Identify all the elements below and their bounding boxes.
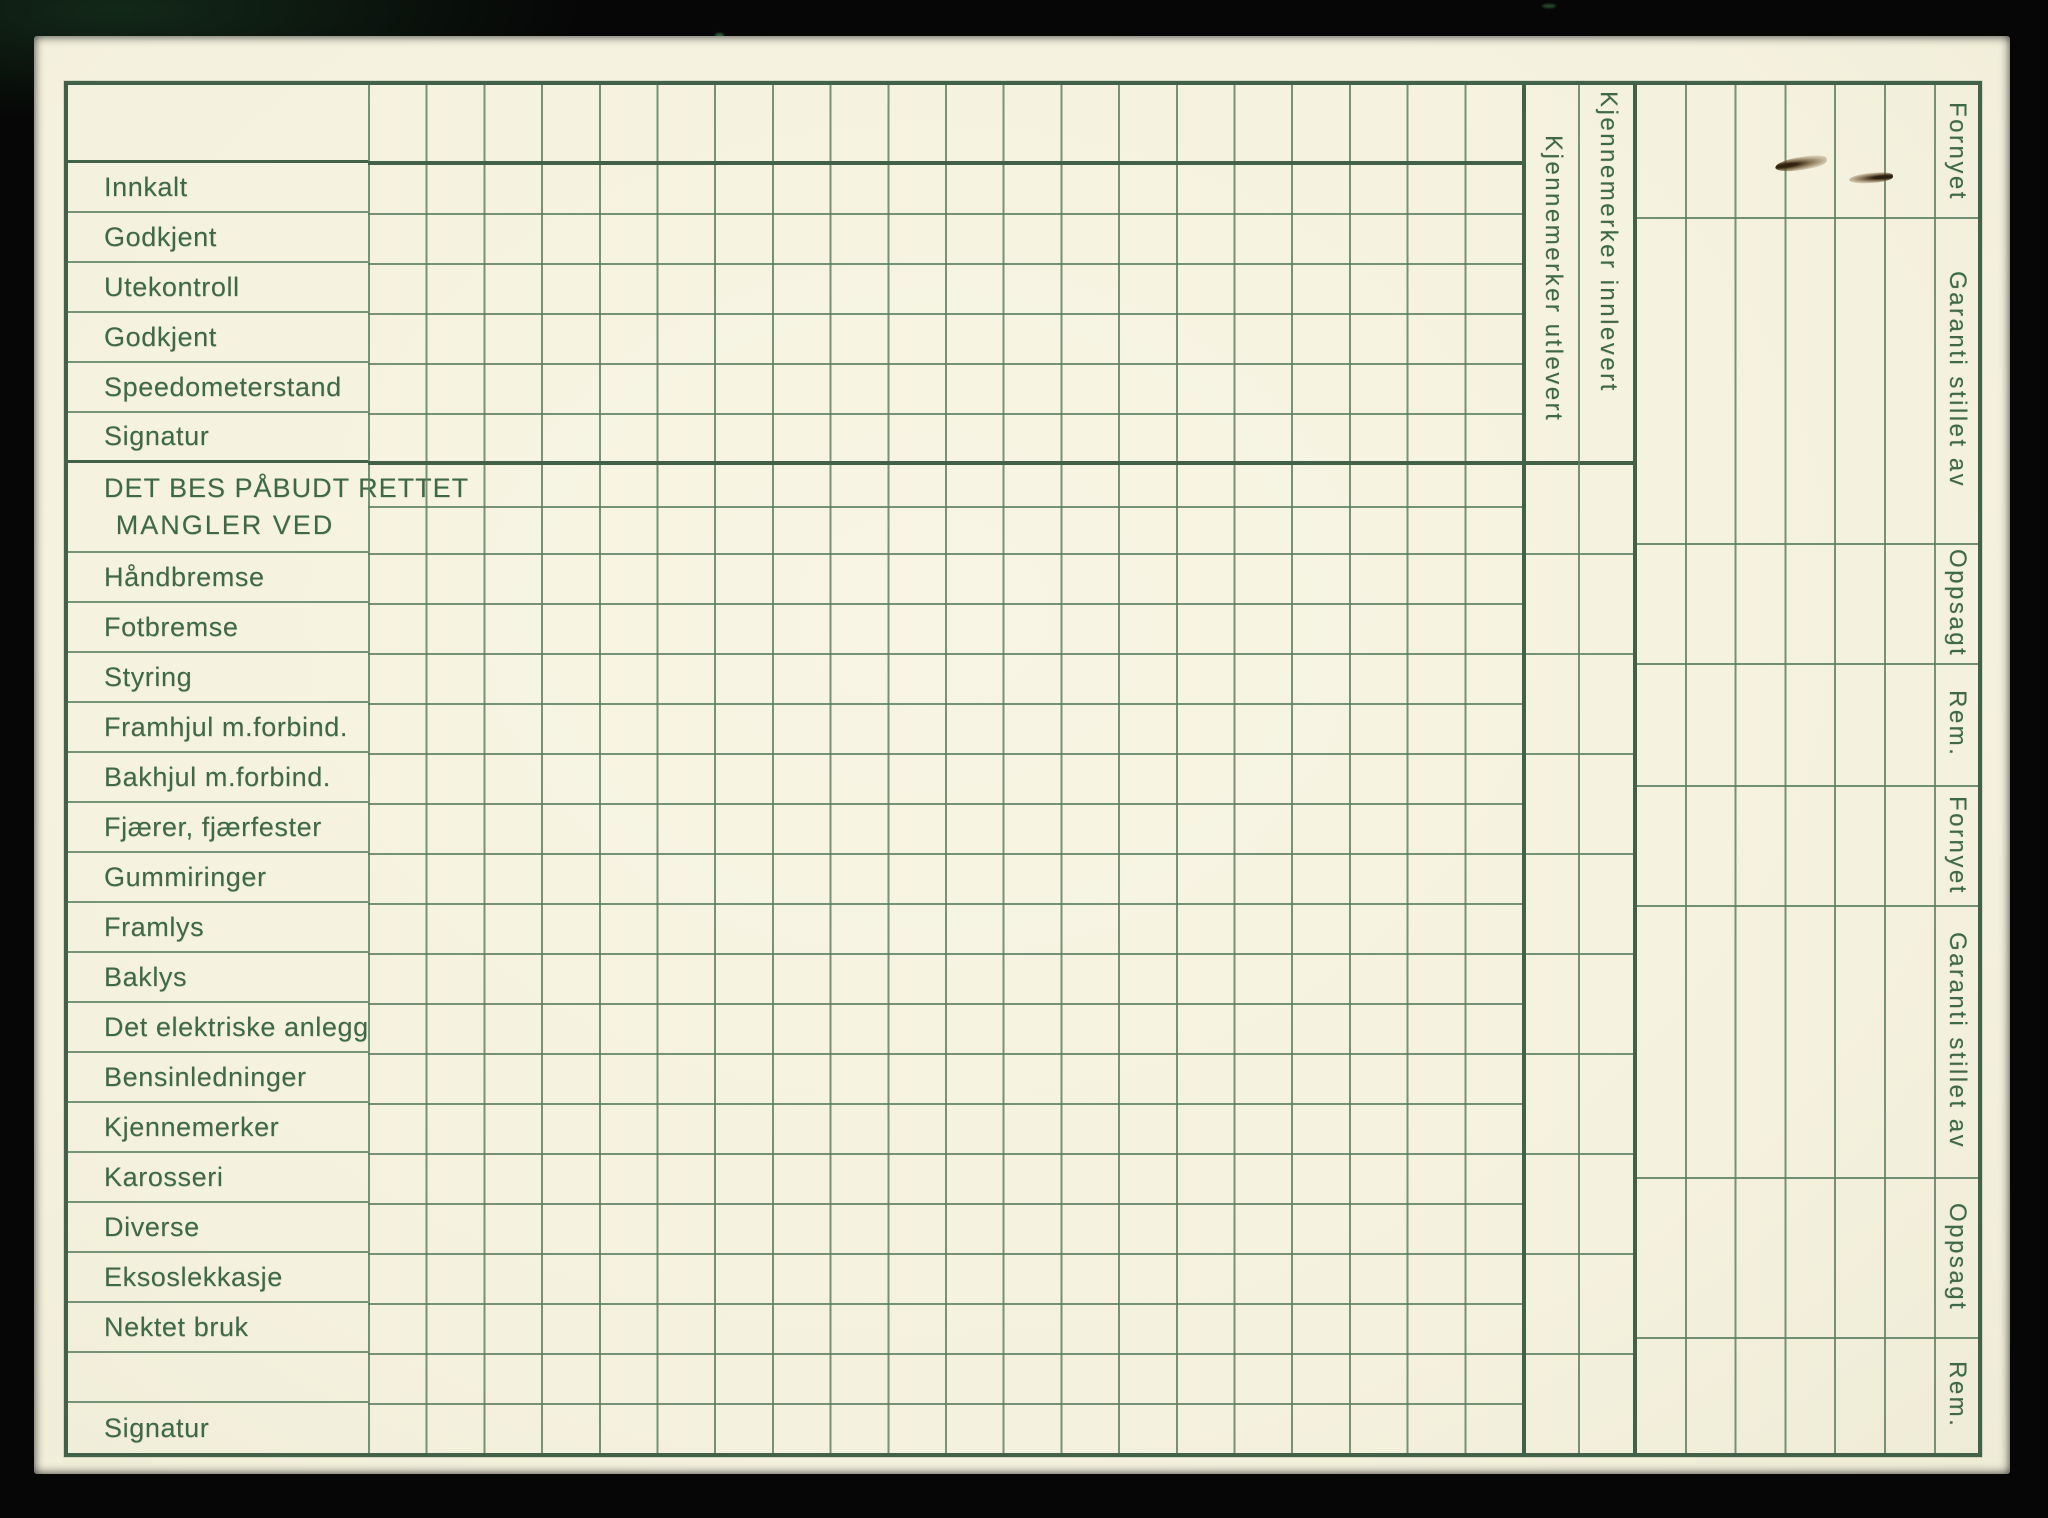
row-label: Innkalt	[104, 171, 188, 202]
row-label: Nektet bruk	[104, 1311, 249, 1342]
table-row: Karosseri	[68, 1153, 368, 1203]
table-row: Framhjul m.forbind.	[68, 703, 368, 753]
row-label: Utekontroll	[104, 271, 240, 302]
table-row: Gummiringer	[68, 853, 368, 903]
inspection-table: Innkalt Godkjent Utekontroll Godkjent Sp…	[64, 81, 1982, 1457]
row-label: Styring	[104, 661, 193, 692]
band-divider-line	[1637, 785, 1978, 787]
renewal-label-column: Fornyet Garanti stillet av Oppsagt Rem. …	[1934, 85, 1978, 1453]
row-label: Bakhjul m.forbind.	[104, 761, 331, 792]
dust-speck	[1542, 4, 1556, 8]
table-row: Framlys	[68, 903, 368, 953]
table-row: Nektet bruk	[68, 1303, 368, 1353]
table-row: Diverse	[68, 1203, 368, 1253]
row-label-column: Innkalt Godkjent Utekontroll Godkjent Sp…	[68, 85, 470, 1453]
band-divider-line	[1637, 1337, 1978, 1339]
band-divider-line	[1637, 543, 1978, 545]
renewal-band-label: Rem.	[1944, 690, 1971, 758]
table-row: Styring	[68, 653, 368, 703]
renewal-band-label: Fornyet	[1944, 795, 1971, 895]
table-row: Utekontroll	[68, 263, 368, 313]
row-label: Signatur	[104, 1412, 210, 1443]
table-row: Fjærer, fjærfester	[68, 803, 368, 853]
table-row: Baklys	[68, 953, 368, 1003]
table-row	[68, 1353, 368, 1403]
renewal-band-label: Oppsagt	[1944, 548, 1971, 658]
band-divider-line	[1637, 905, 1978, 907]
row-label: Signatur	[104, 421, 210, 451]
renewal-entry-columns	[1637, 85, 1934, 1453]
row-label: Karosseri	[104, 1161, 224, 1192]
row-label: Fotbremse	[104, 611, 239, 642]
table-row: Håndbremse	[68, 553, 368, 603]
plate-columns: Kjennemerker utlevert Kjennemerker innle…	[1522, 85, 1633, 1453]
row-label: Kjennemerker	[104, 1111, 280, 1142]
renewal-band-label: Oppsagt	[1944, 1202, 1971, 1312]
plate-returned-column-label: Kjennemerker innlevert	[1595, 91, 1622, 393]
row-label: Eksoslekkasje	[104, 1261, 283, 1292]
renewal-band-label: Garanti stillet av	[1944, 271, 1971, 489]
row-label: Det elektriske anlegg	[104, 1011, 369, 1042]
row-label: Framhjul m.forbind.	[104, 711, 348, 742]
table-row: Godkjent	[68, 213, 368, 263]
row-label: Godkjent	[104, 321, 217, 352]
row-label: Baklys	[104, 961, 188, 992]
section-header-line1: DET BES PÅBUDT RETTET	[104, 473, 470, 503]
table-row	[68, 85, 368, 163]
section-header-row: DET BES PÅBUDT RETTET MANGLER VED	[68, 463, 470, 553]
entry-grid	[368, 85, 1522, 1453]
plate-issued-column-label: Kjennemerker utlevert	[1540, 135, 1567, 423]
renewal-band-label: Garanti stillet av	[1944, 932, 1971, 1150]
table-row: Eksoslekkasje	[68, 1253, 368, 1303]
band-divider-line	[1637, 217, 1978, 219]
row-label: Fjærer, fjærfester	[104, 811, 322, 842]
row-label: Håndbremse	[104, 561, 265, 592]
table-row: Bensinledninger	[68, 1053, 368, 1103]
table-row: Fotbremse	[68, 603, 368, 653]
row-label: Gummiringer	[104, 861, 267, 892]
row-label: Godkjent	[104, 221, 217, 252]
row-label: Speedometerstand	[104, 371, 342, 402]
renewal-section: Fornyet Garanti stillet av Oppsagt Rem. …	[1633, 85, 1978, 1453]
table-row: Godkjent	[68, 313, 368, 363]
table-row: Signatur	[68, 1403, 368, 1453]
table-row: Innkalt	[68, 163, 368, 213]
row-label: Bensinledninger	[104, 1061, 307, 1092]
band-divider-line	[1637, 663, 1978, 665]
renewal-band-label: Rem.	[1944, 1361, 1971, 1429]
table-row: Det elektriske anlegg	[68, 1003, 368, 1053]
inspection-card: Innkalt Godkjent Utekontroll Godkjent Sp…	[34, 36, 2010, 1474]
band-divider-line	[1637, 1177, 1978, 1179]
table-row: Kjennemerker	[68, 1103, 368, 1153]
renewal-band-label: Fornyet	[1944, 101, 1971, 201]
table-row: Bakhjul m.forbind.	[68, 753, 368, 803]
row-label: Framlys	[104, 911, 205, 942]
dust-speck	[715, 33, 724, 38]
section-header-line2: MANGLER VED	[115, 510, 335, 540]
row-label: Diverse	[104, 1211, 200, 1242]
table-row: Signatur	[68, 413, 368, 463]
table-row: Speedometerstand	[68, 363, 368, 413]
